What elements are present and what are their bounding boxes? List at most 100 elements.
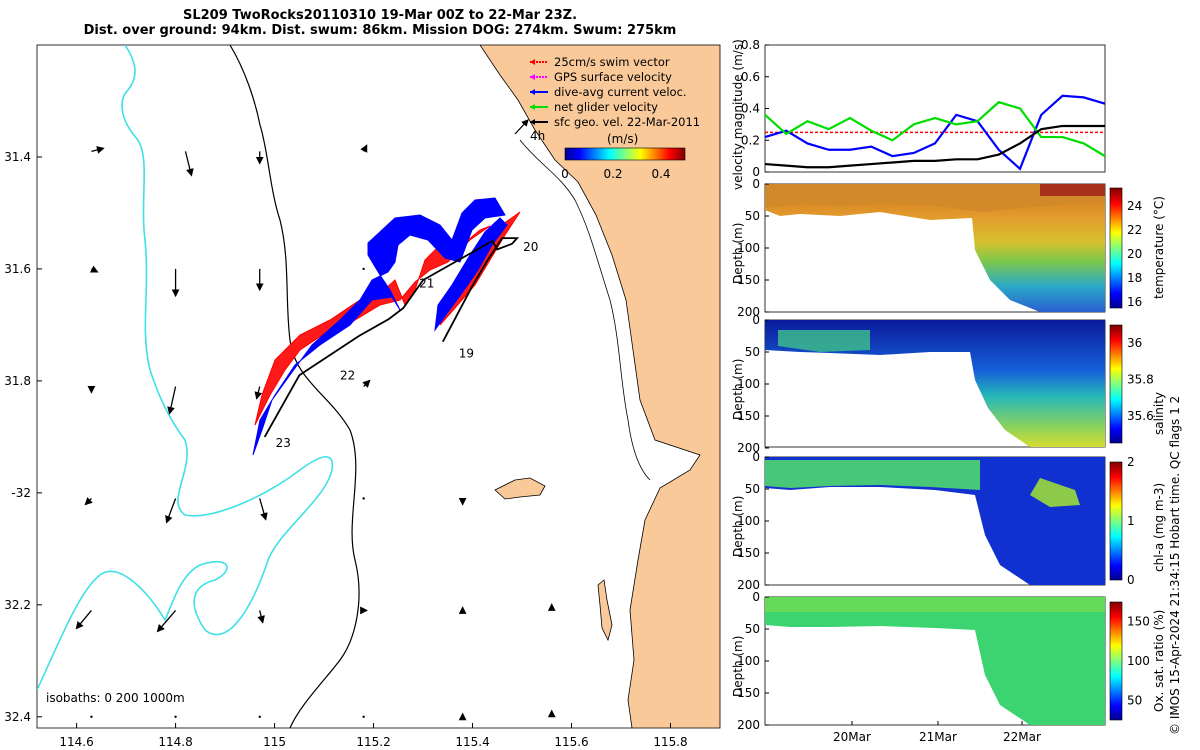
colorbar-tick-label: 0.4: [651, 167, 670, 181]
title-line-1: SL209 TwoRocks20110310 19-Mar 00Z to 22-…: [182, 8, 578, 23]
map-y-tick-label: 31.6: [4, 262, 31, 276]
isobaths-note: isobaths: 0 200 1000m: [46, 691, 185, 705]
title-line-2: Dist. over ground: 94km. Dist. swum: 86k…: [83, 23, 677, 38]
dac-ribbon-north: [434, 217, 508, 332]
legend-label: 25cm/s swim vector: [554, 55, 670, 69]
velocity-y-tick-label: 0.8: [741, 38, 760, 52]
chla-deep-patch: [1030, 478, 1080, 507]
figure-title: SL209 TwoRocks20110310 19-Mar 00Z to 22-…: [0, 8, 760, 38]
sfc-vel-vector: [75, 610, 92, 630]
sfc-vel-vector: [84, 497, 93, 506]
depth-tick-label: 100: [737, 514, 760, 528]
oxygen-colorbar: [1109, 601, 1123, 721]
isobath-1000m: [37, 45, 334, 691]
map-x-tick-label: 115.2: [356, 735, 390, 749]
map-x-axis: 114.6 114.8 115 115.2 115.4 115.6 115.8: [59, 723, 688, 749]
colorbar-tick-label: 0.2: [603, 167, 622, 181]
speed-colorbar-ticks: 0 0.2 0.4: [561, 167, 670, 181]
glider-track: [263, 237, 520, 438]
depth-tick-label: 0: [752, 590, 760, 604]
profile-panels: 0 0.2 0.4 0.6 0.8 velocity magnitude (m/s): [731, 38, 1166, 744]
colorbar-tick-label: 20: [1127, 247, 1142, 261]
oxygen-panel: [764, 596, 1123, 726]
depth-tick-label: 0: [752, 450, 760, 464]
legend-label: dive-avg current veloc.: [554, 85, 687, 99]
sfc-vel-vector: [362, 715, 365, 719]
sfc-vel-vector: [184, 151, 194, 177]
velocity-y-tick-label: 0.2: [741, 133, 760, 147]
depth-tick-label: 100: [737, 654, 760, 668]
map-y-tick-label: 32.4: [4, 710, 31, 724]
credit-text: © IMOS 15-Apr-2024 21:34:15 Hobart time.…: [1168, 395, 1182, 735]
velocity-y-axis: 0 0.2 0.4 0.6 0.8: [741, 38, 769, 179]
colorbar-tick-label: 0: [1127, 573, 1135, 587]
sfc-vel-vector: [362, 379, 371, 388]
depth-tick-label: 150: [737, 273, 760, 287]
legend-label: sfc geo. vel. 22-Mar-2011: [554, 115, 700, 129]
colorbar-tick-label: 2: [1127, 455, 1135, 469]
chla-field: [765, 457, 1105, 585]
legend-swatch-head: [530, 104, 535, 110]
chla-surface-bloom: [765, 460, 980, 490]
velocity-y-tick-label: 0.4: [741, 102, 760, 116]
depth-tick-label: 200: [737, 305, 760, 319]
sfc-vel-vector: [89, 265, 99, 273]
temperature-surface: [765, 184, 1105, 212]
velocity-ylabel: velocity magnitude (m/s): [731, 39, 745, 190]
sfc-vel-vector: [362, 497, 365, 500]
colorbar-tick-label: 1: [1127, 514, 1135, 528]
scale-arrow-label: 4h: [530, 129, 545, 143]
day-label: 20: [523, 240, 538, 254]
depth-tick-label: 100: [737, 241, 760, 255]
depth-tick-label: 0: [752, 313, 760, 327]
temperature-panel: [764, 183, 1123, 313]
map-y-tick-label: -32: [11, 486, 31, 500]
sfc-vel-vector: [165, 498, 177, 524]
sfc-vel-vector: [156, 610, 177, 633]
oxygen-surface: [765, 597, 1105, 612]
velocity-y-tick-label: 0: [752, 165, 760, 179]
time-tick-label: 22Mar: [1003, 730, 1041, 744]
day-label: 23: [276, 436, 291, 450]
sfc-vel-vector: [259, 498, 268, 521]
salinity-surface: [778, 330, 870, 352]
scale-arrow: [514, 119, 529, 135]
colorbar-tick-label: 35.8: [1127, 372, 1154, 386]
colorbar-tick-label: 36: [1127, 336, 1142, 350]
colorbar-tick-label: 16: [1127, 295, 1142, 309]
map-x-tick-label: 114.6: [59, 735, 93, 749]
depth-tick-label: 50: [745, 482, 760, 496]
dac-ribbon: [252, 197, 506, 456]
depth-axis-label: Depth (m): [731, 359, 745, 420]
depth-tick-label: 100: [737, 377, 760, 391]
temperature-colorbar: [1109, 187, 1123, 309]
depth-axis-label: Depth (m): [731, 496, 745, 557]
colorbar-tick-label: 100: [1127, 654, 1150, 668]
velocity-y-tick-label: 0.6: [741, 70, 760, 84]
map-x-tick-label: 115.8: [653, 735, 687, 749]
colorbar-label: chl-a (mg m-3): [1152, 483, 1166, 572]
velocity-line: [764, 100, 1106, 158]
legend-label: GPS surface velocity: [554, 70, 672, 84]
oxygen-field: [765, 597, 1105, 725]
colorbar-title: (m/s): [607, 132, 638, 146]
time-tick-label: 21Mar: [919, 730, 957, 744]
depth-axis-label: Depth (m): [731, 636, 745, 697]
temperature-field: [765, 184, 1105, 312]
colorbar-tick-label: 150: [1127, 615, 1150, 629]
depth-tick-label: 200: [737, 718, 760, 732]
colorbar-tick-label: 18: [1127, 271, 1142, 285]
depth-tick-label: 50: [745, 622, 760, 636]
depth-tick-label: 50: [745, 209, 760, 223]
depth-tick-label: 0: [752, 177, 760, 191]
isobath-200m: [229, 45, 360, 728]
sfc-vel-vector: [91, 146, 105, 154]
legend-label: net glider velocity: [554, 100, 658, 114]
velocity-line: [764, 94, 1106, 171]
speed-colorbar: [564, 147, 686, 161]
day-labels: 19 20 21 22 23: [276, 240, 539, 450]
